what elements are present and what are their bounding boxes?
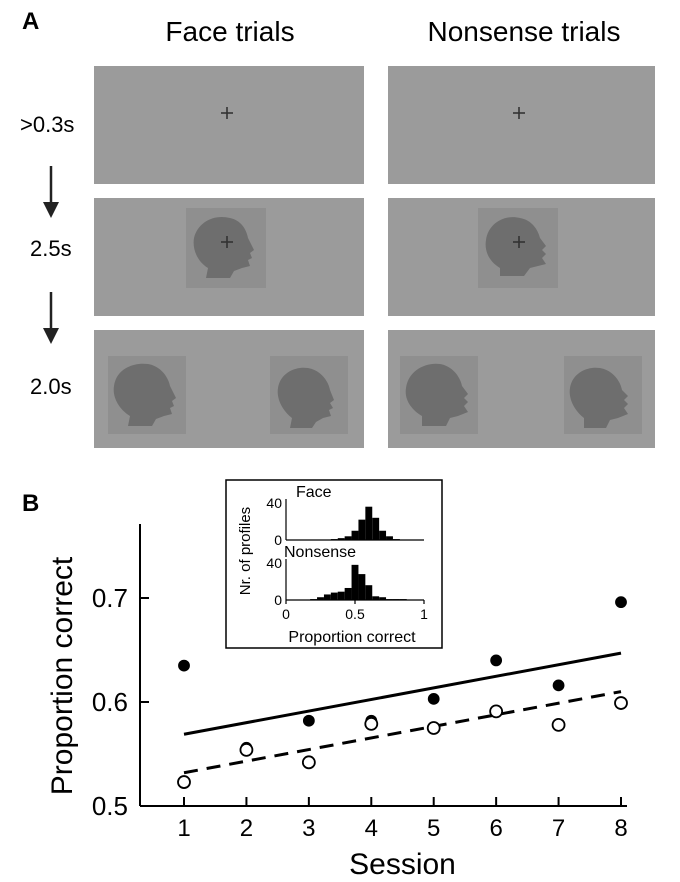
inset-x-tick-label: 1 bbox=[420, 606, 428, 622]
histogram-bar bbox=[399, 599, 407, 600]
data-point-open bbox=[614, 696, 628, 710]
nonsense-shape-silhouette-icon bbox=[405, 363, 468, 426]
x-tick-label: 6 bbox=[489, 815, 502, 842]
timing-label-choice: 2.0s bbox=[30, 374, 72, 399]
nonsense-fixation-screen bbox=[388, 66, 655, 184]
inset-x-axis-title: Proportion correct bbox=[288, 629, 416, 646]
histogram-bar bbox=[392, 539, 400, 540]
x-axis-title: Session bbox=[349, 848, 456, 881]
histogram-bar bbox=[386, 536, 393, 540]
x-tick-label: 7 bbox=[552, 815, 565, 842]
fixation-cross-icon bbox=[513, 107, 525, 119]
face-fixation-screen bbox=[94, 66, 364, 184]
inset-y-tick-label: 40 bbox=[266, 495, 282, 511]
face-profile-silhouette-icon bbox=[113, 363, 176, 426]
histogram-bar bbox=[344, 536, 352, 540]
data-point-open bbox=[426, 721, 441, 735]
y-axis-title: Proportion correct bbox=[46, 556, 79, 795]
data-point-filled bbox=[427, 692, 440, 705]
x-tick-label: 8 bbox=[614, 815, 627, 842]
fixation-cross-icon bbox=[221, 107, 233, 119]
x-tick-label: 1 bbox=[177, 815, 190, 842]
y-tick-label: 0.5 bbox=[92, 791, 128, 821]
inset-y-tick-label: 0 bbox=[274, 532, 282, 548]
face-profile-silhouette-icon bbox=[193, 216, 254, 278]
histogram-bar bbox=[358, 574, 366, 600]
histogram-bar bbox=[330, 592, 338, 600]
histogram-bar bbox=[337, 538, 345, 540]
inset-panel-title: Face bbox=[296, 484, 332, 501]
inset-y-axis-title: Nr. of profiles bbox=[237, 507, 254, 595]
histogram-bar bbox=[379, 597, 387, 600]
data-point-filled bbox=[615, 596, 627, 609]
timing-label-sample: 2.5s bbox=[30, 236, 72, 261]
histogram-bar bbox=[392, 599, 400, 600]
inset-x-tick-label: 0.5 bbox=[345, 606, 365, 622]
panel-b-label: B bbox=[22, 490, 40, 517]
column-title-face: Face trials bbox=[165, 16, 295, 47]
data-point-filled bbox=[302, 714, 315, 727]
data-point-filled bbox=[552, 679, 565, 692]
arrow-down-icon bbox=[43, 166, 59, 218]
histogram-bar bbox=[379, 530, 387, 540]
histogram-bar bbox=[317, 597, 324, 600]
x-tick-label: 4 bbox=[365, 815, 378, 842]
histogram-bar bbox=[365, 506, 373, 540]
timing-label-fixation: >0.3s bbox=[20, 112, 75, 137]
data-point-open bbox=[364, 716, 379, 731]
histogram-bar bbox=[358, 519, 366, 540]
panel-a-label: A bbox=[22, 8, 40, 35]
inset-box bbox=[225, 479, 443, 649]
data-point-open bbox=[301, 755, 316, 770]
histogram-bar bbox=[344, 587, 352, 600]
histogram-bar bbox=[323, 594, 331, 600]
x-tick-label: 5 bbox=[427, 815, 440, 842]
histogram-bar bbox=[330, 539, 338, 540]
nonsense-sample-screen bbox=[388, 198, 655, 316]
arrow-down-icon bbox=[43, 292, 59, 344]
histogram-bar bbox=[386, 599, 393, 600]
inset-y-tick-label: 40 bbox=[266, 555, 282, 571]
histogram-bar bbox=[372, 596, 380, 600]
inset-x-tick-label: 0 bbox=[282, 606, 290, 622]
nonsense-choice-screen bbox=[388, 330, 655, 448]
data-point-open bbox=[239, 742, 254, 757]
data-point-filled bbox=[490, 654, 503, 667]
histogram-bar bbox=[365, 585, 373, 600]
y-tick-label: 0.7 bbox=[92, 583, 128, 613]
regression-line-dashed bbox=[183, 690, 622, 775]
column-title-nonsense: Nonsense trials bbox=[427, 16, 621, 47]
face-choice-screen bbox=[94, 330, 364, 448]
data-point-filled bbox=[178, 659, 190, 672]
histogram-bar bbox=[351, 564, 359, 600]
histogram-bar bbox=[351, 530, 359, 540]
x-tick-label: 2 bbox=[240, 815, 253, 842]
inset-y-tick-label: 0 bbox=[274, 592, 282, 608]
y-tick-label: 0.6 bbox=[92, 687, 128, 717]
data-point-open bbox=[551, 717, 566, 732]
data-point-open bbox=[489, 704, 504, 719]
x-tick-label: 3 bbox=[302, 815, 315, 842]
nonsense-shape-silhouette-icon bbox=[485, 217, 546, 276]
nonsense-shape-silhouette-icon bbox=[569, 367, 628, 428]
data-point-open bbox=[177, 775, 191, 789]
face-sample-screen bbox=[94, 198, 364, 316]
face-profile-silhouette-icon bbox=[277, 367, 334, 428]
histogram-bar bbox=[372, 517, 380, 540]
histogram-bar bbox=[337, 591, 345, 600]
inset-panel-title: Nonsense bbox=[284, 544, 356, 561]
histogram-bar bbox=[310, 599, 318, 600]
regression-line-solid bbox=[183, 651, 622, 736]
